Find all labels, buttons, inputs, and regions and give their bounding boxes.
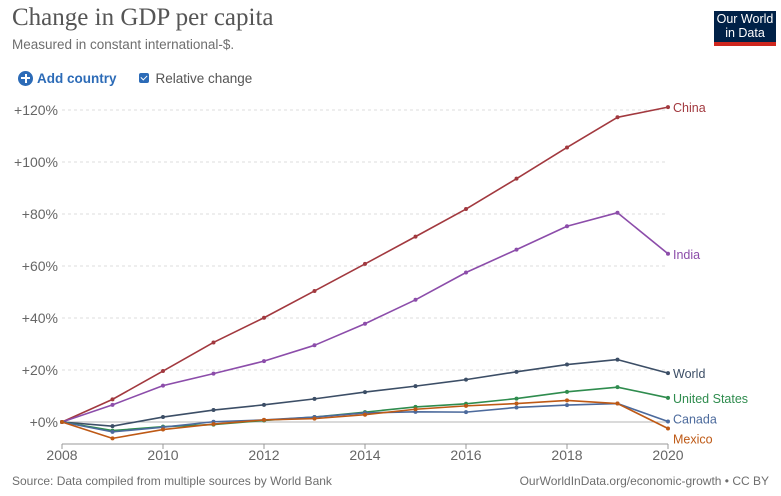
data-point [565, 224, 569, 229]
data-point [666, 371, 670, 376]
y-tick-label: +120% [14, 102, 58, 118]
y-tick-label: +80% [22, 206, 58, 222]
series-label: United States [673, 392, 748, 406]
data-point [514, 401, 519, 406]
data-point [615, 385, 620, 390]
data-point [666, 251, 670, 256]
data-point [363, 390, 367, 395]
data-point [211, 340, 216, 345]
plus-circle-icon [18, 70, 33, 86]
data-point [666, 395, 670, 400]
x-tick-label: 2016 [450, 447, 481, 463]
x-tick-label: 2010 [147, 447, 178, 463]
data-point [464, 270, 468, 275]
series-label: World [673, 367, 705, 381]
add-country-label: Add country [37, 70, 117, 86]
data-point [565, 398, 569, 403]
x-tick-label: 2008 [46, 447, 77, 463]
data-point [363, 261, 367, 266]
data-point [565, 362, 569, 367]
data-point [514, 176, 519, 181]
data-point [161, 427, 165, 432]
data-point [413, 234, 418, 239]
x-tick-label: 2020 [652, 447, 683, 463]
source-url[interactable]: OurWorldInData.org/economic-growth • CC … [519, 474, 769, 488]
data-point [312, 416, 317, 421]
series-line-canada [61, 402, 669, 433]
data-point [110, 424, 115, 429]
x-tick-label: 2012 [248, 447, 279, 463]
data-point [110, 397, 115, 402]
owid-logo[interactable]: Our World in Data [714, 11, 776, 46]
data-point [413, 384, 418, 389]
data-point [60, 420, 64, 424]
data-point [262, 315, 266, 320]
data-point [161, 383, 165, 388]
y-tick-label: +100% [14, 154, 58, 170]
data-point [615, 210, 620, 215]
data-point [161, 369, 165, 374]
data-point [211, 408, 216, 413]
y-tick-label: +60% [22, 258, 58, 274]
data-point [312, 343, 317, 348]
data-point [312, 396, 317, 401]
data-point [262, 402, 266, 407]
data-point [363, 321, 367, 326]
add-country-button[interactable]: Add country [18, 70, 117, 86]
x-tick-label: 2018 [551, 447, 582, 463]
logo-line-1: Our World [716, 12, 774, 26]
data-point [211, 371, 216, 376]
data-point [110, 436, 115, 441]
data-point [565, 389, 569, 394]
data-point [363, 412, 367, 417]
x-tick-label: 2014 [349, 447, 380, 463]
relative-change-label: Relative change [155, 70, 253, 86]
data-point [514, 369, 519, 374]
data-point [262, 417, 266, 422]
data-point [262, 359, 266, 364]
y-tick-label: +40% [22, 310, 58, 326]
data-point [615, 401, 620, 406]
data-point [615, 357, 620, 362]
data-point [161, 415, 165, 420]
relative-change-toggle[interactable]: Relative change [138, 70, 253, 86]
series-label: Canada [673, 412, 717, 426]
data-point [464, 403, 468, 408]
y-tick-label: +0% [30, 414, 58, 430]
data-point [464, 377, 468, 382]
source-note[interactable]: Source: Data compiled from multiple sour… [12, 474, 332, 488]
data-point [565, 403, 569, 408]
data-point [312, 288, 317, 293]
data-point [413, 407, 418, 412]
y-tick-label: +20% [22, 362, 58, 378]
data-point [565, 145, 569, 150]
data-point [615, 115, 620, 120]
data-point [110, 402, 115, 407]
data-point [464, 207, 468, 212]
data-point [464, 410, 468, 415]
data-point [211, 422, 216, 427]
data-point [110, 429, 115, 434]
series-label: China [673, 101, 706, 115]
chart-subtitle: Measured in constant international-$. [12, 37, 235, 52]
data-point [666, 426, 670, 431]
logo-line-2: in Data [725, 26, 765, 40]
series-label: Mexico [673, 433, 713, 447]
data-point [413, 297, 418, 302]
series-label: India [673, 248, 700, 262]
data-point [514, 405, 519, 410]
data-point [666, 419, 670, 424]
data-point [514, 396, 519, 401]
chart-controls: Add country Relative change [18, 69, 252, 87]
chart-title: Change in GDP per capita [12, 4, 274, 31]
data-point [514, 247, 519, 252]
checkbox-checked-icon[interactable] [138, 73, 149, 83]
data-point [666, 105, 670, 110]
logo-accent-bar [714, 42, 776, 46]
